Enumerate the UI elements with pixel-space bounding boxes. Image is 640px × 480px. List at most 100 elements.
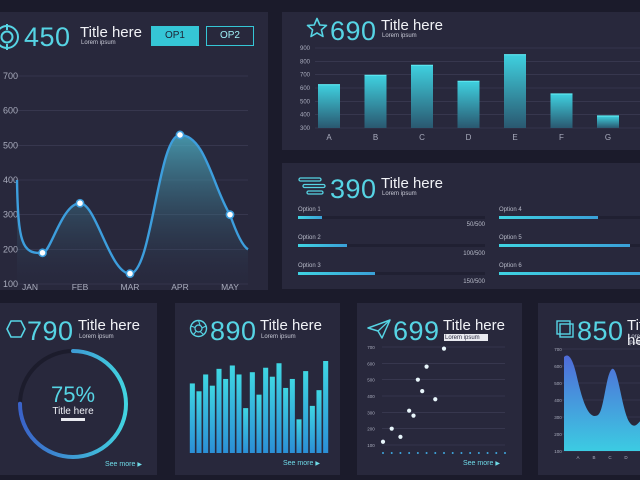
histogram-bar <box>210 386 215 453</box>
y-tick-label: 500 <box>300 99 311 105</box>
y-tick-label: 600 <box>554 364 562 369</box>
x-axis-dot <box>417 452 419 454</box>
kpi-value: 699 <box>393 318 440 345</box>
see-more-label: See more <box>463 460 493 467</box>
histogram-bar <box>316 390 321 453</box>
y-tick-label: 200 <box>554 432 562 437</box>
y-tick-label: 600 <box>3 106 18 116</box>
x-tick-label: B <box>373 133 378 142</box>
y-tick-label: 600 <box>367 361 375 366</box>
panel-subtitle: Lorem ipsum <box>382 33 417 39</box>
y-tick-label: 500 <box>367 378 375 383</box>
data-point <box>176 131 183 138</box>
squares-icon <box>556 320 574 338</box>
scatter-point <box>433 397 437 401</box>
x-axis-dot <box>399 452 401 454</box>
x-axis-dot <box>504 452 506 454</box>
x-axis-dot <box>434 452 436 454</box>
scatter-panel: 699 Title here Lorem ipsum 700 600 500 400 3… <box>357 303 522 475</box>
x-axis-dot <box>408 452 410 454</box>
option-progress-fill <box>499 244 630 247</box>
x-tick-label: C <box>608 455 612 460</box>
op1-button[interactable]: OP1 <box>151 26 199 46</box>
option-progress-fill <box>499 272 640 275</box>
y-tick-label: 700 <box>367 345 375 350</box>
see-more-link[interactable]: See more ▶ <box>283 460 320 467</box>
target-icon <box>0 24 20 50</box>
line-chart-panel: 450 Title here Lorem ipsum OP1 OP2 100 20… <box>0 12 268 290</box>
kpi-value: 450 <box>24 24 71 51</box>
x-tick-label: C <box>419 133 425 142</box>
panel-subtitle: Lorem ipsum <box>382 191 417 197</box>
scatter-chart: 700 600 500 400 300 200 100 <box>357 343 522 455</box>
option-label: Option 3 <box>298 263 321 269</box>
y-tick-label: 400 <box>300 113 311 119</box>
option-label: Option 6 <box>499 263 522 269</box>
x-axis-dot <box>478 452 480 454</box>
histogram-bar <box>190 383 195 453</box>
scatter-point <box>390 427 394 431</box>
option-label: Option 2 <box>298 235 321 241</box>
option-label: Option 5 <box>499 235 522 241</box>
option-value: 150/500 <box>425 279 485 285</box>
x-tick-label: B <box>592 455 595 460</box>
x-tick-label: F <box>559 133 564 142</box>
panel-title: Title here <box>381 176 443 191</box>
y-tick-label: 500 <box>554 381 562 386</box>
x-tick-label: A <box>326 133 332 142</box>
percent-value: 75% <box>33 384 113 406</box>
lines-icon <box>298 177 326 195</box>
panel-title: Title here <box>381 18 443 33</box>
op2-button[interactable]: OP2 <box>206 26 254 46</box>
area-fill <box>564 356 640 451</box>
triangle-right-icon: ▶ <box>495 461 500 467</box>
x-axis-dot <box>469 452 471 454</box>
histogram-bar <box>276 363 281 453</box>
ring-panel: 790 Title here Lorem ipsum 75% Title her… <box>0 303 157 475</box>
histogram-bar <box>223 379 228 453</box>
y-tick-label: 900 <box>300 46 311 52</box>
y-tick-label: 700 <box>3 71 18 81</box>
y-tick-label: 400 <box>367 394 375 399</box>
histogram-bar <box>283 388 288 453</box>
ring-caption-bar <box>61 418 85 421</box>
kpi-value: 850 <box>577 318 624 345</box>
histogram-bar <box>263 368 268 453</box>
option-label: Option 1 <box>298 207 321 213</box>
data-point <box>126 270 133 277</box>
panel-title: Title here <box>78 318 140 333</box>
line-chart: 100 200 300 400 500 600 700 JAN FEB MAR APR MAY <box>0 62 268 290</box>
ring-title: Title here <box>33 407 113 417</box>
histogram-bar <box>230 365 235 453</box>
x-tick-label: D <box>624 455 628 460</box>
option-progress-fill <box>298 272 375 275</box>
y-tick-label: 300 <box>3 210 18 220</box>
y-tick-label: 300 <box>367 410 375 415</box>
bar <box>365 75 387 128</box>
x-axis-dot <box>487 452 489 454</box>
data-point <box>76 200 83 207</box>
option-progress <box>499 244 640 247</box>
options-panel: 390 Title here Lorem ipsum Option 1 50/5… <box>282 163 640 289</box>
histogram-bar <box>236 374 241 453</box>
option-progress-fill <box>298 244 347 247</box>
x-axis-dot <box>391 452 393 454</box>
paper-plane-icon <box>367 319 391 339</box>
y-tick-label: 100 <box>3 279 18 289</box>
bar <box>597 116 619 128</box>
see-more-link[interactable]: See more ▶ <box>463 460 500 467</box>
kpi-value: 890 <box>210 318 257 345</box>
option-value: 50/500 <box>425 222 485 228</box>
option-progress-fill <box>298 216 322 219</box>
scatter-point <box>420 389 424 393</box>
x-axis-dot <box>452 452 454 454</box>
option-progress <box>298 244 485 247</box>
see-more-link[interactable]: See more ▶ <box>105 461 142 468</box>
option-progress <box>298 272 485 275</box>
panel-subtitle: Lorem ipsum <box>261 334 296 340</box>
scatter-point <box>411 414 415 418</box>
scatter-point <box>424 365 428 369</box>
panel-subtitle: Lorem ipsum <box>79 334 114 340</box>
histogram-bar <box>216 369 221 453</box>
x-axis-dot <box>443 452 445 454</box>
